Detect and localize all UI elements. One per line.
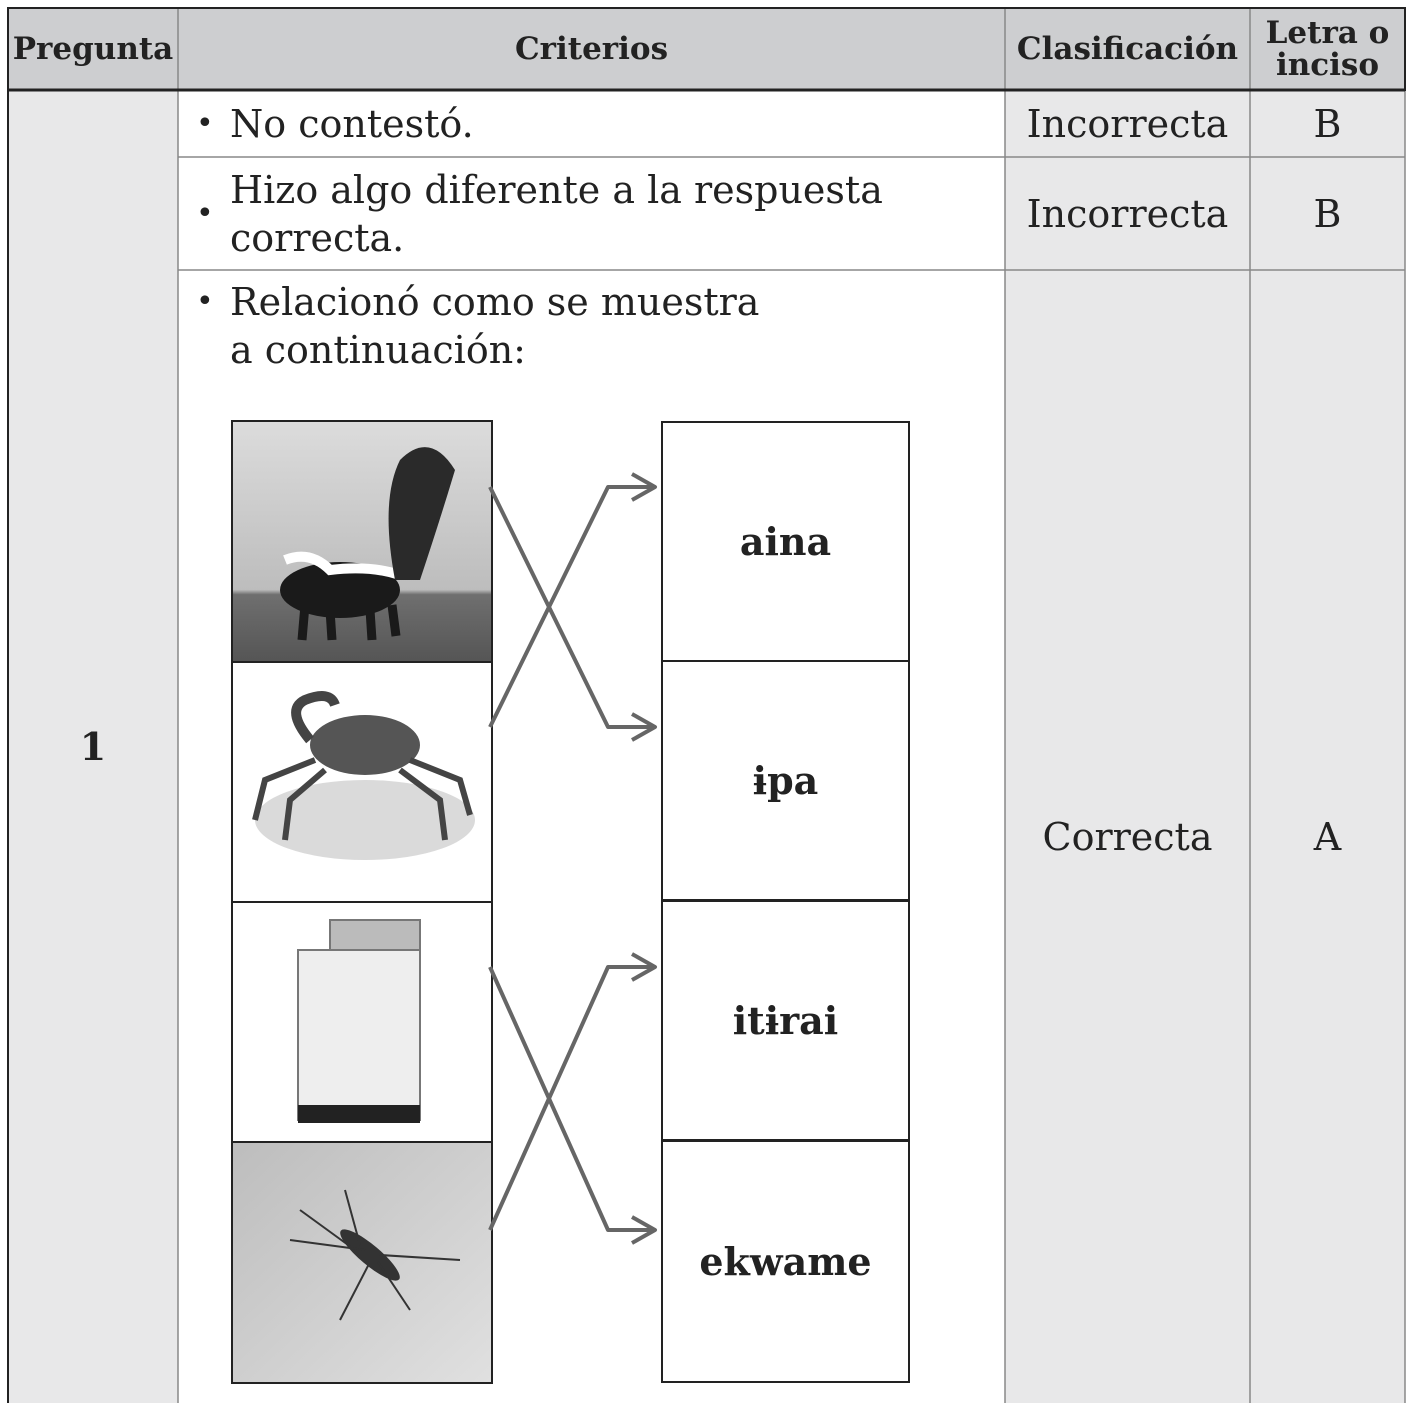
header-cell: Letra o inciso <box>1250 8 1405 90</box>
word-box: ekwame <box>661 1140 910 1383</box>
letter: B <box>1250 90 1405 157</box>
classification: Incorrecta <box>1005 90 1250 157</box>
word-box: aina <box>661 421 910 662</box>
letter: B <box>1250 157 1405 270</box>
criterion: Relacionó como se muestra a continuación… <box>178 270 1005 1403</box>
letter: A <box>1250 270 1405 1403</box>
header-cell: Pregunta <box>8 8 178 90</box>
header-cell: Criterios <box>178 8 1005 90</box>
word-box: ɨpa <box>661 660 910 901</box>
criterion: No contestó. <box>178 90 1005 157</box>
word-box: itɨrai <box>661 900 910 1141</box>
crab-image <box>231 661 493 903</box>
criterion: Hizo algo diferente a la respuesta corre… <box>178 157 1005 270</box>
arrows <box>488 472 657 1245</box>
classification: Correcta <box>1005 270 1250 1403</box>
classification: Incorrecta <box>1005 157 1250 270</box>
washer-image <box>231 901 493 1143</box>
mosquito-image <box>231 1141 493 1384</box>
header-cell: Clasificación <box>1005 8 1250 90</box>
skunk-image <box>231 420 493 663</box>
question-number: 1 <box>8 90 178 1403</box>
